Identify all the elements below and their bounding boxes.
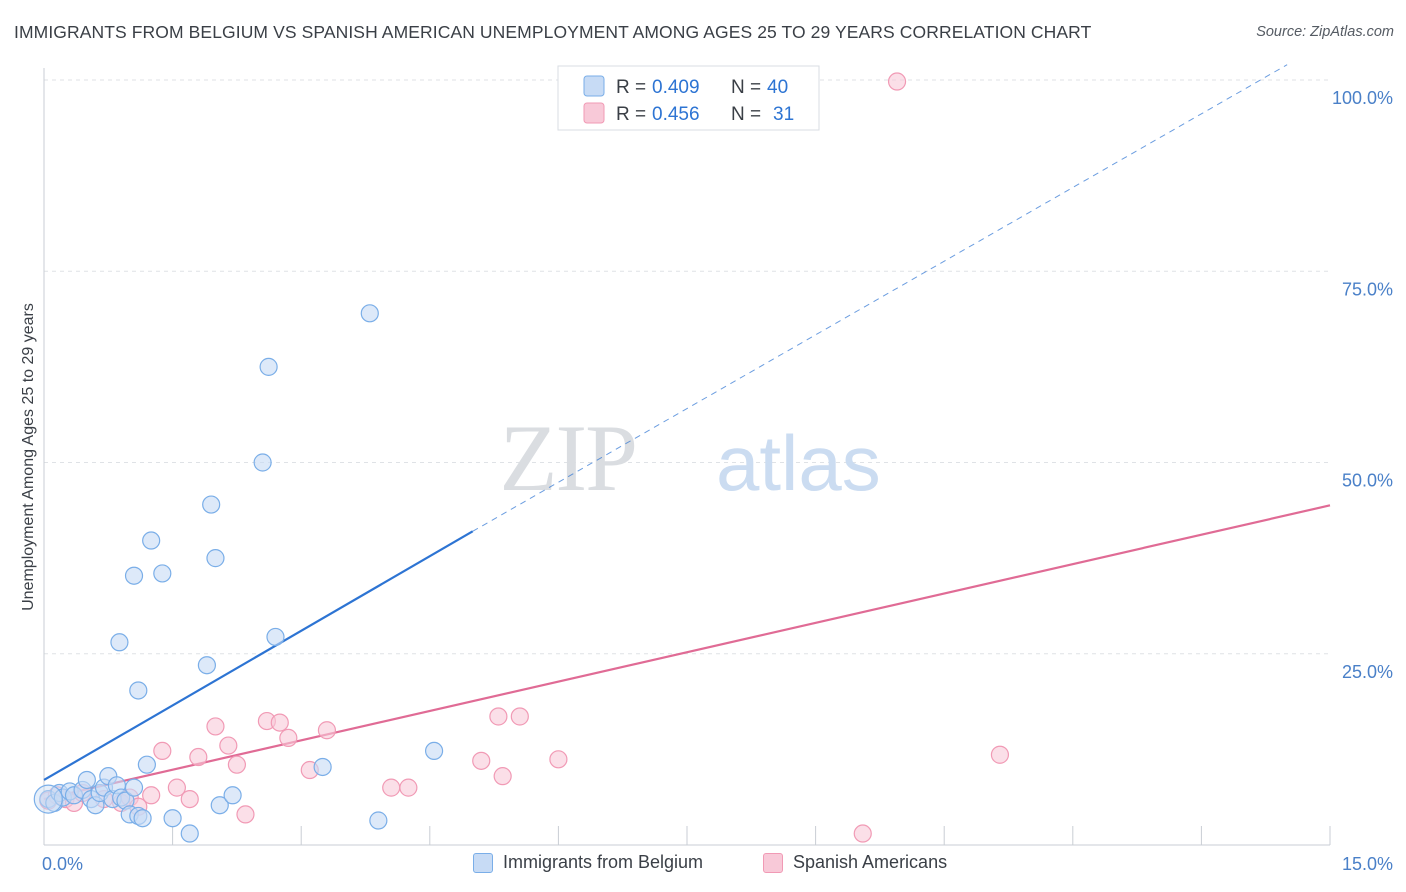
y-tick-label-2: 75.0%: [1342, 279, 1393, 299]
point-spanish-30: [853, 824, 872, 843]
stat-legend-r-value-belgium: 0.409: [652, 77, 700, 98]
point-belgium-40: [424, 741, 444, 761]
point-belgium-7: [77, 770, 96, 790]
point-belgium-29: [197, 656, 216, 675]
point-belgium-31: [206, 549, 225, 568]
point-belgium-27: [163, 809, 182, 828]
point-belgium-32: [210, 796, 229, 815]
legend-item-belgium: Immigrants from Belgium: [473, 852, 703, 873]
point-spanish-32: [990, 745, 1010, 764]
trend-line-spanish: [43, 504, 1331, 801]
point-spanish-31: [887, 72, 907, 91]
point-belgium-25: [124, 566, 144, 585]
legend-label-spanish: Spanish Americans: [793, 852, 948, 872]
bottom-legend: Immigrants from Belgium Spanish American…: [0, 852, 1406, 878]
point-belgium-38: [360, 304, 379, 323]
point-belgium-23: [153, 564, 172, 583]
point-spanish-28: [510, 707, 529, 726]
y-tick-label-0: 25.0%: [1342, 662, 1393, 682]
point-belgium-37: [313, 757, 332, 777]
stat-legend-r-label-belgium: R =: [616, 77, 646, 98]
watermark: ZIP atlas: [500, 405, 881, 511]
legend-swatch-spanish: [763, 852, 783, 873]
y-tick-label-3: 100.0%: [1332, 88, 1393, 108]
point-belgium-35: [259, 357, 278, 376]
point-belgium-26: [129, 681, 148, 700]
stat-legend-n-value-spanish: 31: [773, 104, 794, 125]
point-spanish-24: [399, 778, 418, 797]
tick-labels: 25.0% 50.0% 75.0% 100.0% 0.0% 15.0%: [42, 88, 1393, 874]
point-belgium-21: [137, 755, 156, 774]
point-spanish-20: [279, 728, 298, 748]
watermark-atlas: atlas: [716, 419, 881, 507]
chart-title: IMMIGRANTS FROM BELGIUM VS SPANISH AMERI…: [14, 22, 1092, 42]
point-spanish-17: [236, 805, 255, 824]
trend-lines: [43, 64, 1331, 801]
point-spanish-11: [167, 778, 186, 797]
trend-line-belgium-extension: [472, 64, 1288, 532]
axes: [43, 68, 1331, 846]
point-belgium-24: [110, 633, 129, 652]
point-spanish-26: [493, 767, 512, 786]
x-tick-label-1: 15.0%: [1342, 854, 1393, 874]
stat-legend-r-value-spanish: 0.456: [652, 104, 700, 125]
point-spanish-10: [153, 741, 172, 761]
stat-legend-r-label-spanish: R =: [616, 104, 646, 125]
stat-legend-n-label-spanish: N =: [731, 104, 761, 125]
point-belgium-18: [124, 778, 144, 797]
point-belgium-39: [369, 811, 388, 830]
stat-legend-n-label-belgium: N =: [731, 77, 761, 98]
point-spanish-22: [317, 721, 337, 740]
point-spanish-15: [219, 736, 238, 755]
point-spanish-29: [549, 750, 568, 769]
stat-legend-swatch-spanish: [583, 102, 605, 124]
stat-legend: R = 0.409 N = 40 R = 0.456 N = 31: [557, 65, 820, 131]
y-tick-label-1: 50.0%: [1342, 471, 1393, 491]
point-spanish-13: [189, 747, 208, 767]
point-spanish-14: [206, 717, 225, 736]
point-spanish-19: [270, 713, 289, 732]
point-belgium-28: [180, 824, 199, 843]
gridlines: [44, 79, 1330, 655]
point-spanish-12: [180, 789, 199, 809]
point-spanish-9: [142, 786, 161, 805]
stat-legend-swatch-belgium: [583, 75, 605, 97]
stat-legend-n-value-belgium: 40: [767, 77, 788, 98]
watermark-zip: ZIP: [500, 405, 637, 511]
point-spanish-23: [382, 778, 401, 797]
point-belgium-34: [253, 453, 272, 472]
point-spanish-27: [489, 707, 508, 726]
point-belgium-33: [223, 786, 242, 805]
data-points: [33, 72, 1010, 843]
legend-swatch-belgium: [473, 852, 493, 873]
legend-item-spanish: Spanish Americans: [763, 852, 947, 873]
point-belgium-20: [133, 809, 152, 828]
point-spanish-25: [472, 751, 491, 770]
trend-line-belgium: [43, 530, 474, 781]
x-tick-label-0: 0.0%: [42, 854, 83, 874]
source-credit: Source: ZipAtlas.com: [1256, 24, 1394, 40]
legend-label-belgium: Immigrants from Belgium: [503, 852, 704, 872]
point-spanish-16: [227, 755, 246, 774]
point-belgium-22: [142, 531, 161, 550]
point-cluster-origin: [33, 784, 63, 814]
point-belgium-36: [266, 627, 285, 647]
point-belgium-30: [202, 495, 221, 514]
